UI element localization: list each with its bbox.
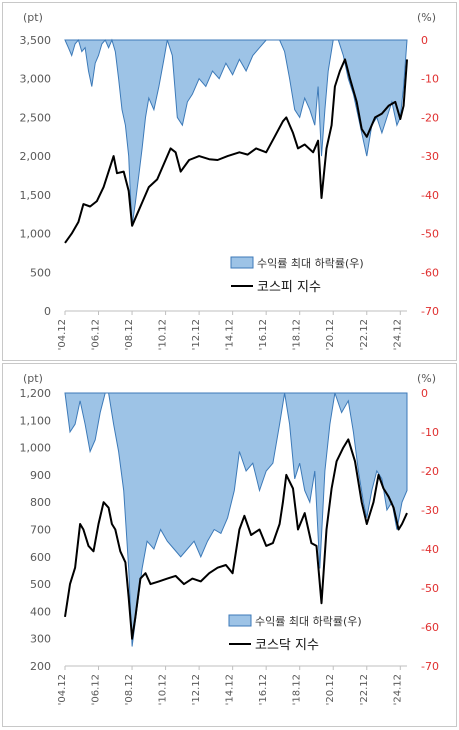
- right-tick-label: -20: [421, 111, 439, 124]
- x-tick-label: '08.12: [124, 674, 135, 705]
- left-tick-label: 1,100: [20, 414, 52, 427]
- right-tick-label: -40: [421, 543, 439, 556]
- x-tick-label: '14.12: [225, 319, 236, 350]
- kospi-index-line: [64, 58, 408, 244]
- right-tick-label: -40: [421, 189, 439, 202]
- right-tick-label: -60: [421, 621, 439, 634]
- left-tick-label: 400: [30, 605, 51, 618]
- x-tick-label: '04.12: [57, 674, 68, 705]
- left-tick-label: 1,500: [20, 189, 52, 202]
- legend-area-swatch: [230, 256, 254, 269]
- right-tick-label: -50: [421, 228, 439, 241]
- right-axis-unit: (%): [417, 372, 436, 385]
- x-tick-label: '08.12: [124, 319, 135, 350]
- kosdaq-index-line: [64, 438, 408, 640]
- legend-drawdown-label: 수익률 최대 하락률(우): [255, 614, 362, 628]
- legend-drawdown-label: 수익률 최대 하락률(우): [257, 256, 364, 270]
- left-tick-label: 1,000: [20, 228, 52, 241]
- x-tick-label: '12.12: [191, 319, 202, 350]
- x-tick-label: '24.12: [392, 319, 403, 350]
- right-axis-unit: (%): [417, 11, 436, 24]
- kospi-chart: 0 500 1,000 1,500 2,000 2,500 3,000 3,500 0 -10 -2…: [20, 11, 439, 350]
- max-drawdown-area: [64, 38, 408, 226]
- kosdaq-chart: 200 300 400 500 600 700 800 900 1,000 1,100 1,200 0…: [20, 372, 439, 705]
- left-tick-label: 800: [30, 496, 51, 509]
- legend: 수익률 최대 하락률(우) 코스닥 지수: [228, 614, 362, 653]
- x-tick-label: '24.12: [392, 674, 403, 705]
- right-tick-label: 0: [421, 34, 428, 47]
- x-tick-label: '06.12: [91, 319, 102, 350]
- right-tick-label: -10: [421, 426, 439, 439]
- right-tick-label: -60: [421, 266, 439, 279]
- x-tick-label: '18.12: [292, 674, 303, 705]
- left-tick-label: 2,000: [20, 150, 52, 163]
- right-tick-label: -50: [421, 582, 439, 595]
- left-axis-unit: (pt): [23, 11, 43, 24]
- x-tick-label: '14.12: [225, 674, 236, 705]
- left-axis-unit: (pt): [23, 372, 43, 385]
- x-tick-label: '18.12: [292, 319, 303, 350]
- x-tick-label: '16.12: [258, 319, 269, 350]
- x-tick-label: '12.12: [191, 674, 202, 705]
- kosdaq-chart-panel: 200 300 400 500 600 700 800 900 1,000 1,100 1,200 0…: [2, 363, 457, 727]
- left-tick-label: 700: [30, 524, 51, 537]
- left-tick-label: 0: [44, 305, 51, 318]
- right-tick-label: -10: [421, 73, 439, 86]
- left-tick-label: 500: [30, 578, 51, 591]
- left-tick-label: 900: [30, 469, 51, 482]
- left-tick-label: 3,000: [20, 73, 52, 86]
- right-tick-label: -30: [421, 150, 439, 163]
- legend-area-swatch: [228, 614, 252, 627]
- left-tick-label: 600: [30, 551, 51, 564]
- right-tick-label: -70: [421, 305, 439, 318]
- left-tick-label: 3,500: [20, 34, 52, 47]
- x-tick-label: '22.12: [359, 319, 370, 350]
- x-tick-label: '22.12: [359, 674, 370, 705]
- right-tick-label: -20: [421, 465, 439, 478]
- x-tick-label: '20.12: [325, 319, 336, 350]
- right-tick-label: 0: [421, 387, 428, 400]
- x-tick-label: '06.12: [91, 674, 102, 705]
- right-tick-label: -70: [421, 660, 439, 673]
- x-tick-label: '04.12: [57, 319, 68, 350]
- legend-index-label: 코스닥 지수: [255, 638, 319, 653]
- left-tick-label: 200: [30, 660, 51, 673]
- kospi-chart-panel: 0 500 1,000 1,500 2,000 2,500 3,000 3,500 0 -10 -2…: [2, 2, 457, 361]
- x-tick-label: '16.12: [258, 674, 269, 705]
- legend-index-label: 코스피 지수: [257, 280, 321, 295]
- max-drawdown-area: [64, 392, 408, 647]
- left-tick-label: 500: [30, 266, 51, 279]
- x-tick-label: '10.12: [158, 674, 169, 705]
- x-tick-label: '10.12: [158, 319, 169, 350]
- left-tick-label: 1,000: [20, 442, 52, 455]
- left-tick-label: 2,500: [20, 111, 52, 124]
- right-tick-label: -30: [421, 504, 439, 517]
- legend: 수익률 최대 하락률(우) 코스피 지수: [230, 256, 364, 295]
- left-tick-label: 1,200: [20, 387, 52, 400]
- left-tick-label: 300: [30, 633, 51, 646]
- x-tick-label: '20.12: [325, 674, 336, 705]
